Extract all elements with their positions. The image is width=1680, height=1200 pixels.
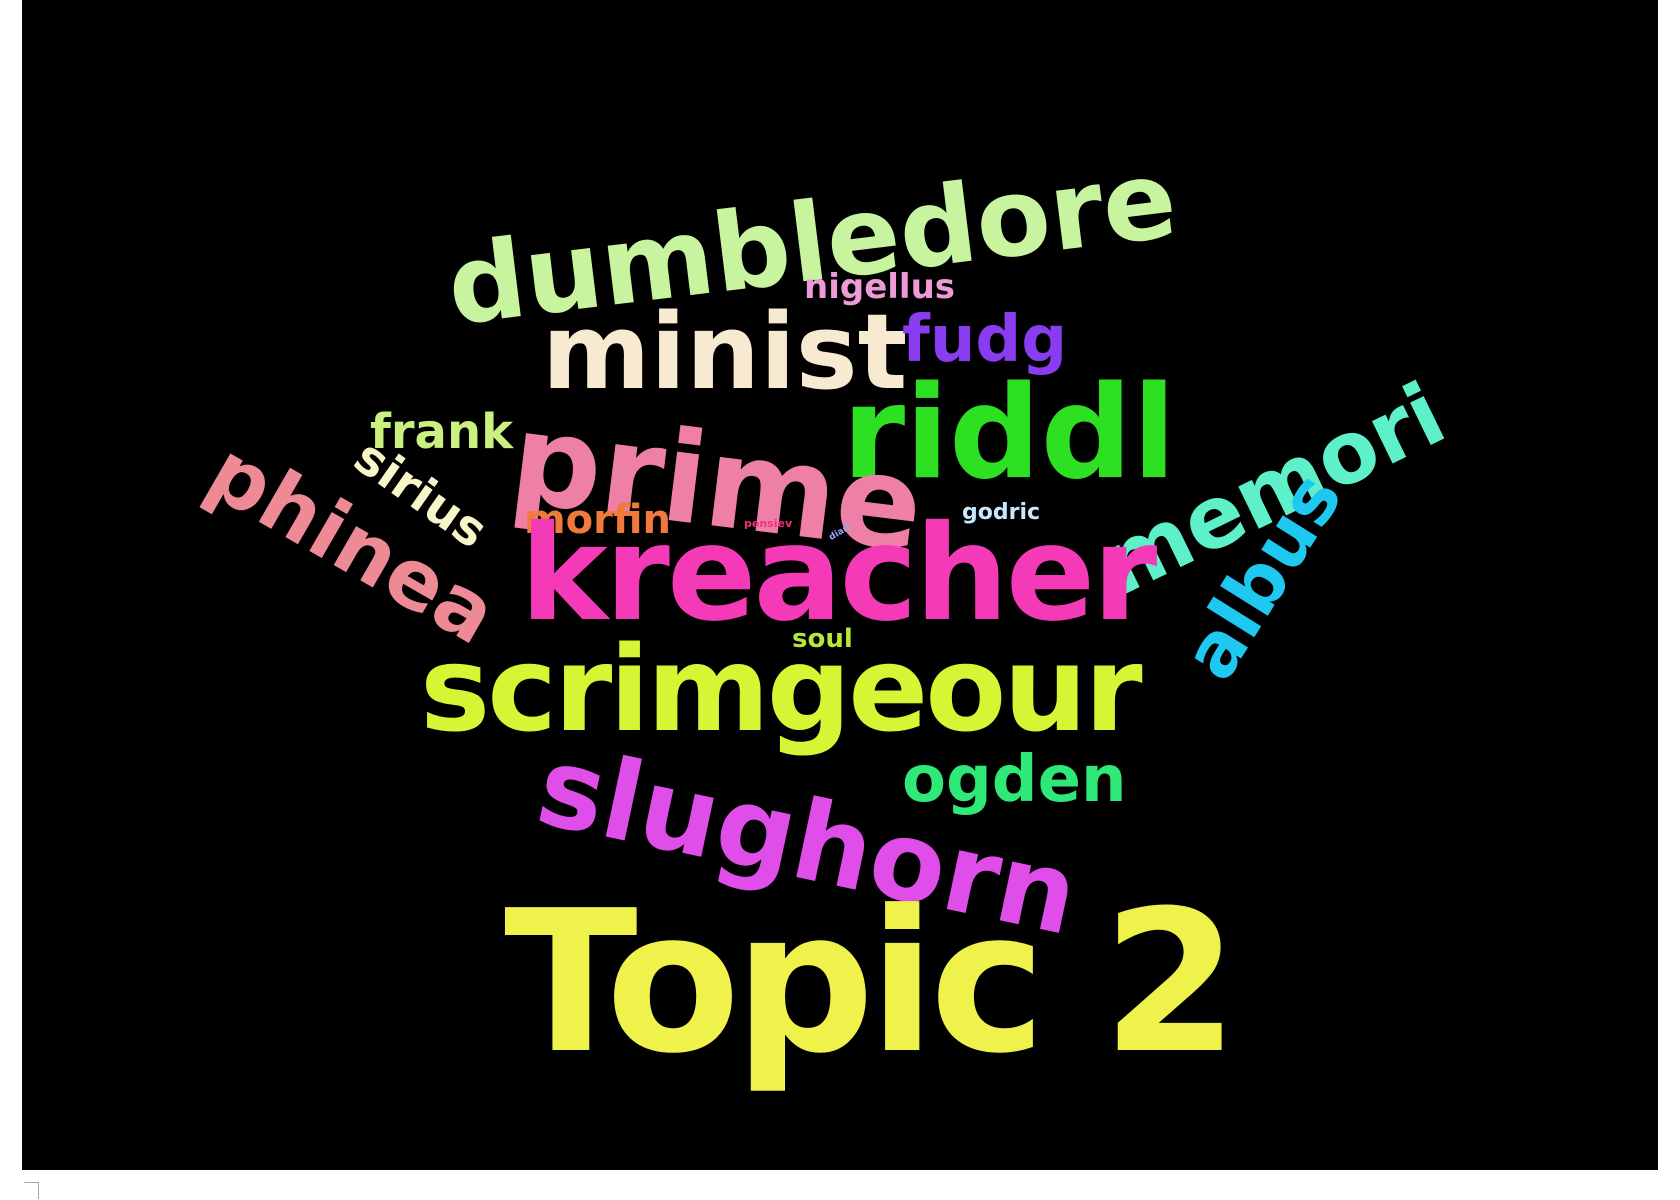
word-cloud: dumbledore nigellus minist fudg riddl me… [22,0,1658,1170]
word-nigellus: nigellus [804,267,956,307]
word-ogden: ogden [902,743,1127,817]
word-scrimgeour: scrimgeour [420,620,1143,758]
word-frank: frank [370,404,514,460]
word-morfin: morfin [524,497,672,543]
word-pensiev: pensiev [744,517,793,530]
word-topic: Topic 2 [504,869,1239,1097]
word-fudg: fudg [902,303,1068,377]
word-godric: godric [962,500,1041,525]
word-minist: minist [542,291,908,413]
word-kreacher: kreacher [520,497,1157,651]
word-soul: soul [792,624,853,654]
corner-mark [24,1182,39,1199]
word-riddl: riddl [842,359,1177,508]
